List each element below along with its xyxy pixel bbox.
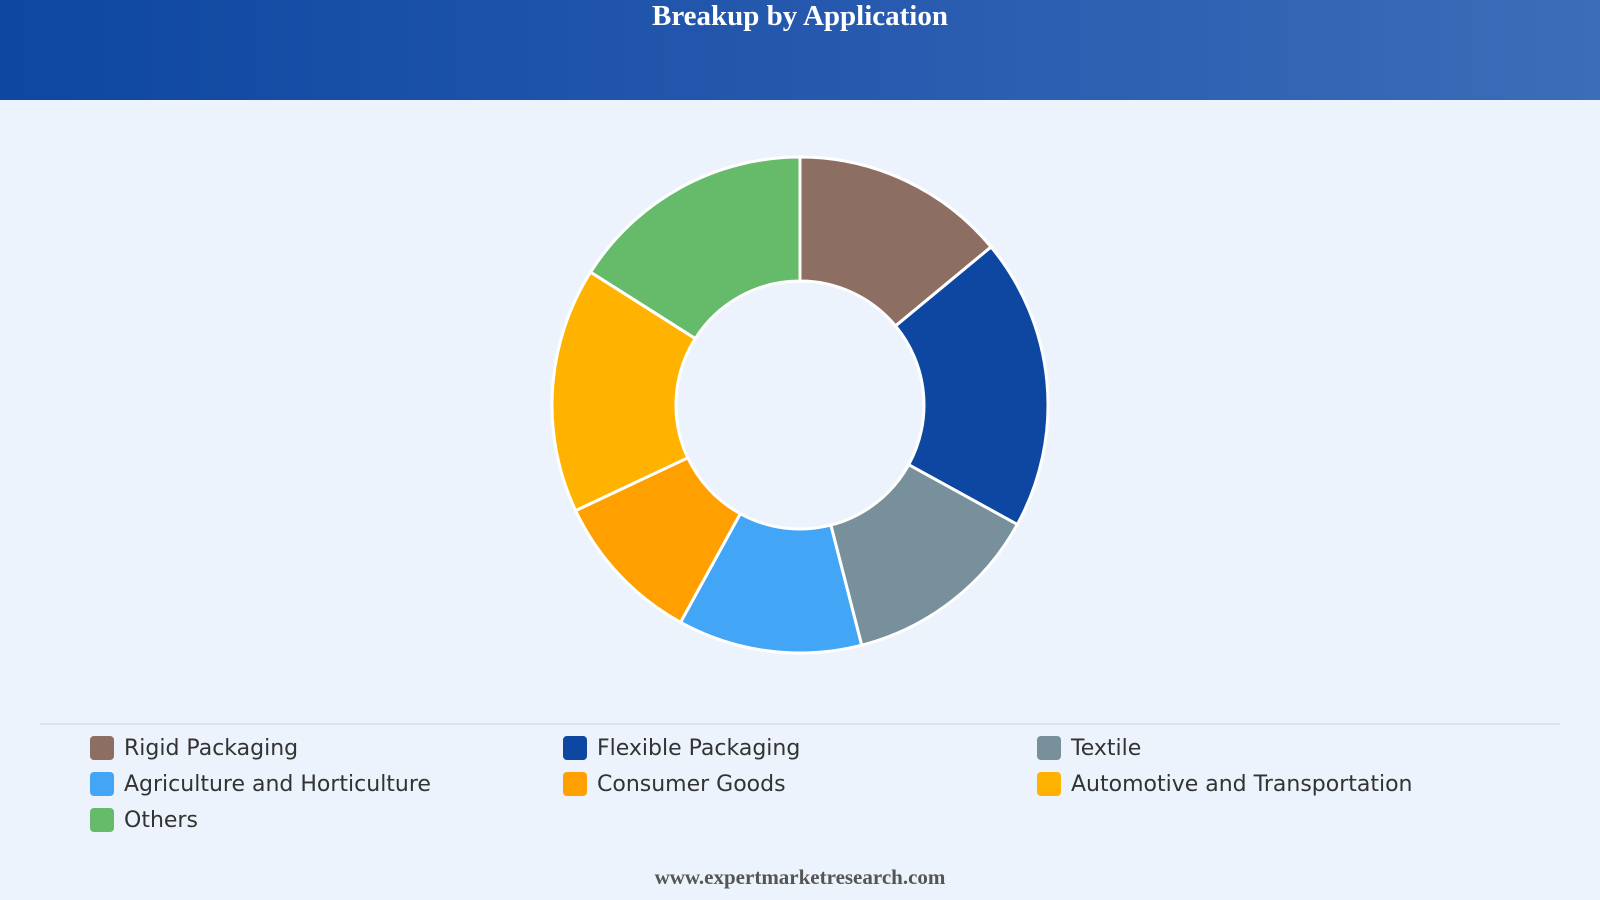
legend-label: Automotive and Transportation xyxy=(1071,772,1413,797)
legend-swatch xyxy=(563,772,587,796)
legend-label: Rigid Packaging xyxy=(124,736,298,761)
chart-title: Breakup by Application xyxy=(651,0,948,32)
footer: www.expertmarketresearch.com xyxy=(654,865,946,889)
legend-label: Agriculture and Horticulture xyxy=(124,772,431,797)
legend-label: Consumer Goods xyxy=(597,772,786,797)
legend-swatch xyxy=(90,772,114,796)
donut-segment xyxy=(829,462,1020,648)
donut-segment xyxy=(550,270,698,513)
legend-swatch xyxy=(563,736,587,760)
donut-segment xyxy=(893,244,1050,527)
legend-label: Textile xyxy=(1070,736,1141,761)
header: Breakup by Application xyxy=(0,0,1600,100)
legend-swatch xyxy=(1037,736,1061,760)
legend-swatch xyxy=(90,736,114,760)
legend-swatch xyxy=(1037,772,1061,796)
legend-label: Flexible Packaging xyxy=(597,736,800,761)
donut-segment xyxy=(588,155,802,341)
chart: Rigid Packaging Flexible Packaging Textile… xyxy=(40,155,1560,833)
legend-label: Others xyxy=(124,808,198,833)
donut-segment xyxy=(798,155,994,329)
legend-swatch xyxy=(90,808,114,832)
